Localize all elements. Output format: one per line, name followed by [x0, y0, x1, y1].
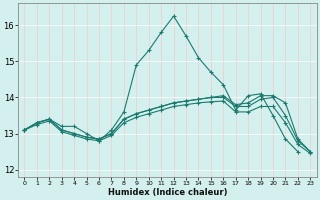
X-axis label: Humidex (Indice chaleur): Humidex (Indice chaleur): [108, 188, 227, 197]
